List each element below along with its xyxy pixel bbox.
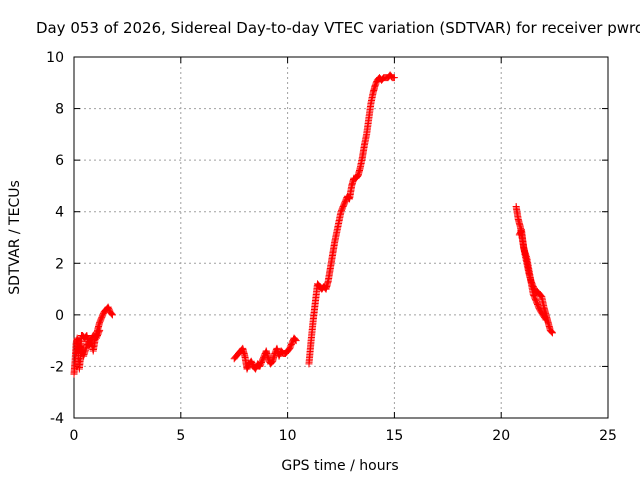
data-point-marker — [107, 309, 115, 317]
data-point-marker — [95, 328, 103, 336]
series-segment-4 — [512, 203, 556, 337]
plot-frame — [73, 56, 609, 419]
x-tick-label: 20 — [492, 428, 510, 444]
data-point-marker — [548, 328, 556, 336]
data-point-marker — [548, 329, 556, 337]
data-point-marker — [390, 74, 398, 82]
y-tick-label: 10 — [46, 50, 64, 66]
data-point-marker — [108, 310, 116, 318]
x-tick-label: 10 — [279, 428, 297, 444]
series-segment-4b — [515, 226, 550, 324]
data-point-marker — [96, 326, 104, 334]
series-segment-2 — [230, 334, 300, 373]
x-tick-label: 0 — [70, 428, 79, 444]
y-tick-label: 6 — [55, 153, 64, 169]
data-point-marker — [108, 311, 116, 319]
data-point-marker — [267, 359, 275, 367]
data-point-marker — [291, 335, 299, 343]
x-axis-label: GPS time / hours — [281, 458, 398, 474]
chart-title: Day 053 of 2026, Sidereal Day-to-day VTE… — [36, 19, 640, 37]
series-segment-1b — [72, 326, 104, 360]
data-point-marker — [536, 291, 544, 299]
x-tick-label: 15 — [385, 428, 403, 444]
y-axis-label: SDTVAR / TECUs — [7, 180, 23, 295]
data-point-marker — [542, 316, 550, 324]
data-point-marker — [353, 173, 361, 181]
y-tick-label: -4 — [50, 411, 64, 427]
data-point-marker — [379, 74, 387, 82]
y-tick-label: 4 — [55, 205, 64, 221]
y-tick-label: 2 — [55, 256, 64, 272]
data-point-marker — [292, 337, 300, 345]
data-point-marker — [547, 327, 555, 335]
y-tick-label: -2 — [50, 359, 64, 375]
data-points — [70, 71, 556, 378]
x-tick-label: 5 — [176, 428, 185, 444]
data-point-marker — [388, 73, 396, 81]
grid-lines — [74, 57, 608, 418]
axis-ticks: 0 5 10 15 20 25 -4 -2 0 2 4 6 8 10 — [46, 50, 617, 444]
x-tick-label: 25 — [599, 428, 617, 444]
y-tick-label: 0 — [55, 308, 64, 324]
data-point-marker — [541, 315, 549, 323]
y-tick-label: 8 — [55, 102, 64, 118]
series-segment-3 — [305, 71, 398, 368]
data-point-marker — [291, 336, 299, 344]
